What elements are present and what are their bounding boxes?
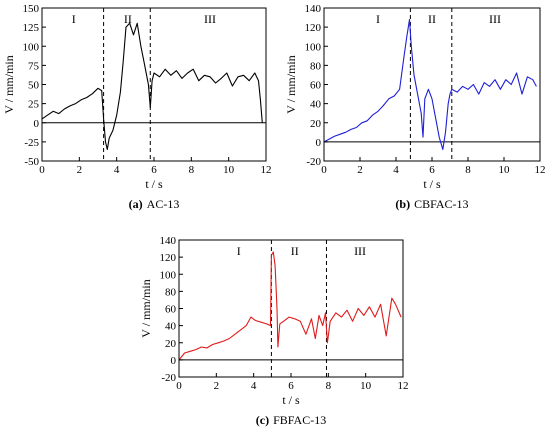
y-tick-label: -50 (24, 156, 39, 168)
plot-frame (41, 7, 267, 162)
y-tick-label: 40 (165, 321, 177, 333)
x-axis-label: t / s (145, 177, 163, 191)
x-tick-label: 2 (214, 380, 220, 392)
x-tick-label: 6 (151, 164, 157, 176)
x-tick-label: 0 (39, 164, 45, 176)
x-tick-label: 12 (398, 380, 409, 392)
region-label: III (204, 12, 216, 26)
x-tick-label: 12 (535, 164, 546, 176)
y-axis-label: V / mm/min (139, 279, 153, 337)
y-tick-label: 80 (165, 286, 177, 298)
x-tick-label: 8 (465, 164, 471, 176)
y-tick-label: 75 (28, 60, 40, 72)
y-tick-label: 125 (23, 22, 40, 34)
y-tick-label: 140 (305, 3, 322, 15)
x-axis-label: t / s (282, 393, 300, 407)
y-tick-label: 150 (23, 3, 40, 15)
figure-caption: (c) FBFAC-13 (256, 413, 326, 427)
x-tick-label: 10 (360, 380, 372, 392)
y-tick-label: -20 (306, 156, 321, 168)
region-label: I (237, 244, 241, 258)
y-tick-label: 60 (165, 304, 177, 316)
y-tick-label: 100 (160, 269, 177, 281)
y-tick-label: 100 (305, 41, 322, 53)
caption-name: AC-13 (147, 197, 180, 211)
region-label: II (124, 12, 132, 26)
caption-letter: (b) (395, 197, 410, 211)
y-axis-label: V / mm/min (2, 55, 16, 113)
x-axis-label: t / s (423, 177, 441, 191)
x-tick-label: 10 (223, 164, 235, 176)
x-tick-label: 4 (251, 380, 257, 392)
y-tick-label: 120 (160, 252, 177, 264)
x-tick-label: 0 (176, 380, 182, 392)
x-tick-label: 8 (189, 164, 195, 176)
y-tick-label: 0 (34, 118, 40, 130)
x-tick-label: 4 (114, 164, 120, 176)
y-tick-label: -25 (24, 137, 39, 149)
y-tick-label: 20 (165, 338, 177, 350)
y-tick-label: 100 (23, 41, 40, 53)
region-label: II (428, 12, 436, 26)
x-tick-label: 12 (261, 164, 272, 176)
y-tick-label: 40 (310, 99, 322, 111)
region-label: III (489, 12, 501, 26)
plot-frame (323, 7, 541, 162)
x-tick-label: 6 (429, 164, 435, 176)
region-label: I (72, 12, 76, 26)
y-tick-label: 120 (305, 22, 322, 34)
x-tick-label: 4 (393, 164, 399, 176)
y-tick-label: 20 (310, 118, 322, 130)
y-tick-label: 140 (160, 235, 177, 247)
x-tick-label: 6 (288, 380, 294, 392)
y-tick-label: 80 (310, 60, 322, 72)
plot-frame (178, 239, 404, 378)
y-axis-label: V / mm/min (284, 55, 298, 113)
x-tick-label: 0 (321, 164, 327, 176)
x-tick-label: 2 (77, 164, 83, 176)
series-line (323, 18, 537, 151)
caption-letter: (a) (129, 197, 143, 211)
x-tick-label: 2 (357, 164, 363, 176)
y-tick-label: 60 (310, 80, 322, 92)
figure-caption: (a) AC-13 (129, 197, 180, 211)
region-label: II (291, 244, 299, 258)
y-tick-label: 25 (28, 99, 40, 111)
region-label: I (376, 12, 380, 26)
figure-caption: (b) CBFAC-13 (395, 197, 468, 211)
series-line (178, 251, 402, 361)
region-label: III (354, 244, 366, 258)
y-tick-label: 0 (171, 355, 177, 367)
series-line (41, 22, 263, 151)
y-tick-label: 50 (28, 80, 40, 92)
caption-name: FBFAC-13 (273, 413, 326, 427)
caption-letter: (c) (256, 413, 269, 427)
x-tick-label: 8 (326, 380, 332, 392)
caption-name: CBFAC-13 (414, 197, 468, 211)
y-tick-label: -20 (161, 372, 176, 384)
y-tick-label: 0 (316, 137, 322, 149)
x-tick-label: 10 (499, 164, 511, 176)
